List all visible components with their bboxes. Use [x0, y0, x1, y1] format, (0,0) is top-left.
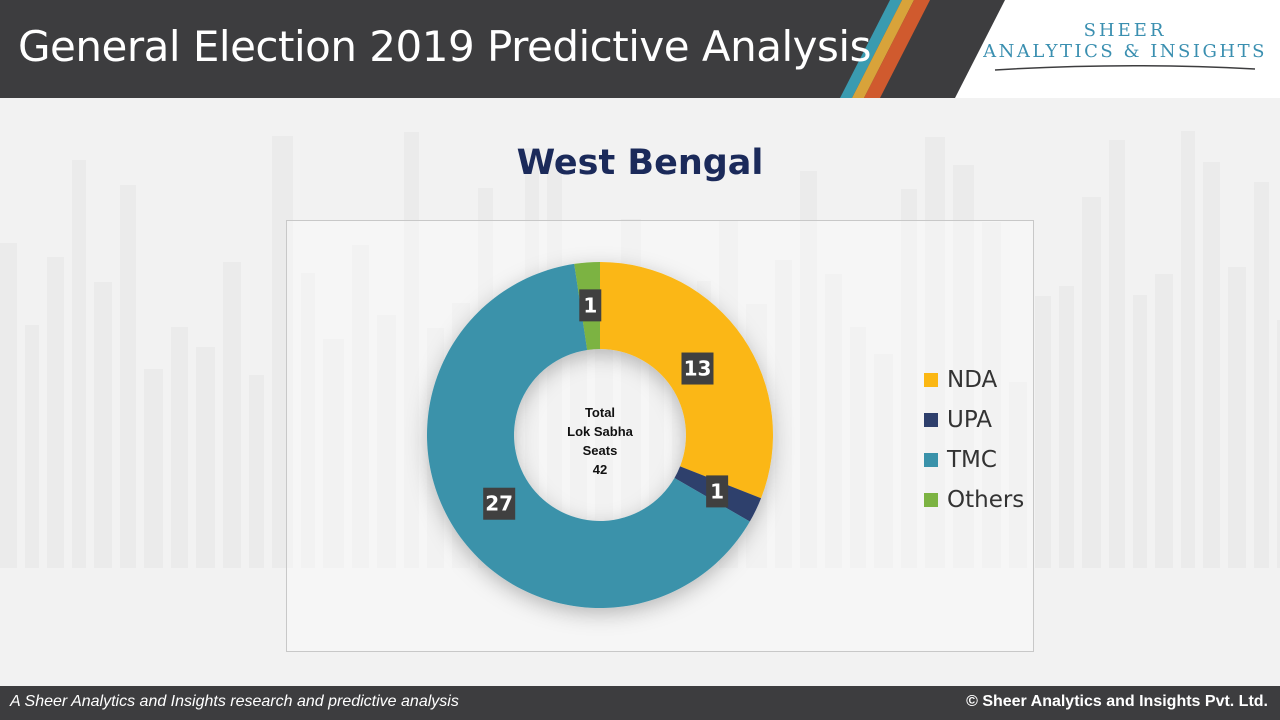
legend-item-tmc: TMC: [924, 440, 1024, 480]
data-label-tmc: 27: [483, 488, 515, 520]
legend-swatch-others: [924, 493, 938, 507]
data-label-value: 1: [710, 479, 724, 503]
center-line-1: Total: [540, 403, 660, 422]
chart-legend: NDA UPA TMC Others: [924, 360, 1024, 520]
data-label-others: 1: [579, 289, 601, 321]
data-label-value: 27: [485, 492, 513, 516]
legend-label-upa: UPA: [947, 407, 992, 433]
center-line-2: Lok Sabha: [540, 422, 660, 441]
center-line-4: 42: [540, 460, 660, 479]
donut-center-label: Total Lok Sabha Seats 42: [540, 403, 660, 479]
data-label-upa: 1: [706, 475, 728, 507]
data-label-nda: 13: [681, 353, 713, 385]
legend-item-nda: NDA: [924, 360, 1024, 400]
legend-swatch-tmc: [924, 453, 938, 467]
legend-swatch-upa: [924, 413, 938, 427]
center-line-3: Seats: [540, 441, 660, 460]
legend-item-others: Others: [924, 480, 1024, 520]
legend-label-tmc: TMC: [947, 447, 997, 473]
footer-bar: A Sheer Analytics and Insights research …: [0, 686, 1280, 720]
legend-label-others: Others: [947, 487, 1024, 513]
data-label-value: 13: [684, 357, 712, 381]
legend-item-upa: UPA: [924, 400, 1024, 440]
legend-swatch-nda: [924, 373, 938, 387]
data-label-value: 1: [583, 293, 597, 317]
footer-tagline: A Sheer Analytics and Insights research …: [10, 693, 459, 711]
legend-label-nda: NDA: [947, 367, 997, 393]
footer-copyright: © Sheer Analytics and Insights Pvt. Ltd.: [966, 693, 1268, 711]
